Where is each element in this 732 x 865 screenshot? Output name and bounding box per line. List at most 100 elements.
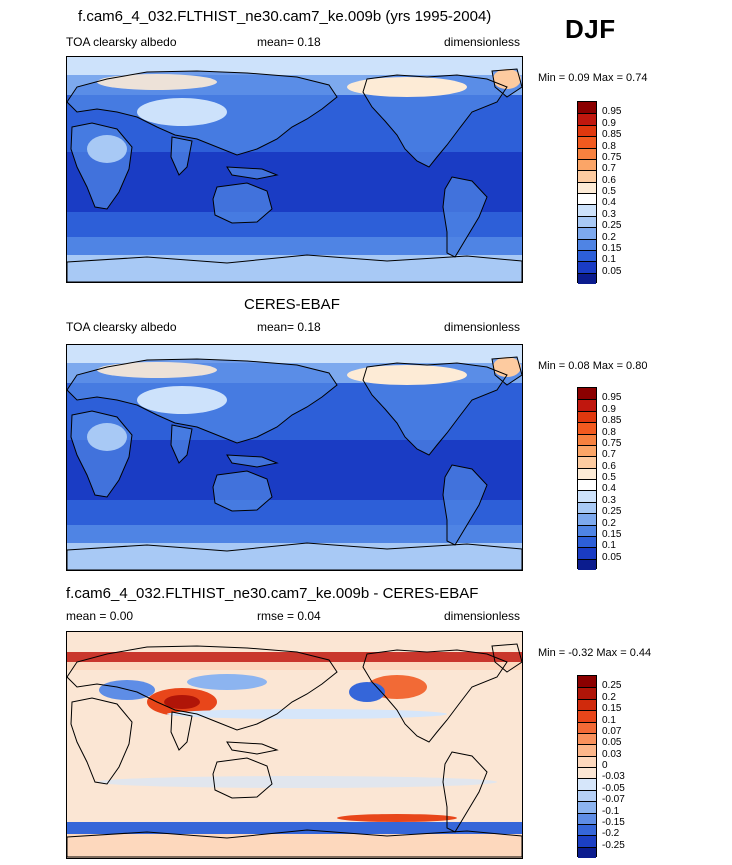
colorbar-swatch <box>578 778 596 790</box>
colorbar-tick-label: -0.05 <box>602 782 625 794</box>
colorbar-tick-label: 0.25 <box>602 506 622 518</box>
colorbar-tick-label: 0.7 <box>602 163 616 175</box>
colorbar-swatch <box>578 399 596 411</box>
colorbar-swatch <box>578 227 596 239</box>
colorbar-swatch <box>578 698 596 711</box>
colorbar-tick-label: -0.15 <box>602 816 625 828</box>
variable-label: TOA clearsky albedo <box>66 35 177 49</box>
colorbar-swatch <box>578 238 596 250</box>
colorbar-swatch <box>578 388 596 400</box>
colorbar-tick-label: 0.15 <box>602 528 622 540</box>
colorbar-tick-label: 0.95 <box>602 392 622 404</box>
colorbar <box>577 675 597 858</box>
difference-map <box>66 631 523 859</box>
colorbar-swatch <box>578 261 596 273</box>
colorbar-tick-label: 0.1 <box>602 254 616 266</box>
colorbar-swatch <box>578 490 596 502</box>
colorbar-tick-label: 0.9 <box>602 403 616 415</box>
colorbar-tick-label: 0.2 <box>602 517 616 529</box>
colorbar-swatch <box>578 687 596 699</box>
min-max-label: Min = 0.09 Max = 0.74 <box>538 72 648 84</box>
units-label: dimensionless <box>444 35 521 49</box>
colorbar-swatch <box>578 422 596 434</box>
colorbar-tick-label: 0.95 <box>602 106 622 118</box>
min-max-label: Min = -0.32 Max = 0.44 <box>538 647 652 659</box>
colorbar-tick-label: 0.05 <box>602 737 622 749</box>
colorbar-swatch <box>578 513 596 525</box>
colorbar-swatch <box>578 846 596 858</box>
colorbar-tick-label: 0.1 <box>602 714 616 726</box>
colorbar-swatch <box>578 755 596 767</box>
colorbar-swatch <box>578 158 596 171</box>
map-field <box>67 345 522 570</box>
colorbar-tick-label: 0.8 <box>602 140 616 152</box>
colorbar-swatch <box>578 410 596 423</box>
colorbar-swatch <box>578 710 596 722</box>
albedo-map <box>66 56 523 283</box>
colorbar-swatch <box>578 767 596 779</box>
colorbar-tick-label: 0.2 <box>602 691 616 703</box>
colorbar-tick-label: 0.75 <box>602 151 622 163</box>
colorbar-swatch <box>578 524 596 536</box>
colorbar-swatch <box>578 535 596 548</box>
colorbar-swatch <box>578 102 596 114</box>
colorbar-swatch <box>578 170 596 182</box>
colorbar-tick-label: 0.25 <box>602 680 622 692</box>
colorbar <box>577 101 597 284</box>
variable-label: TOA clearsky albedo <box>66 320 177 334</box>
colorbar-tick-label: 0.15 <box>602 703 622 715</box>
colorbar-swatch <box>578 215 596 228</box>
colorbar-swatch <box>578 721 596 733</box>
colorbar-swatch <box>578 812 596 824</box>
colorbar-tick-label: 0.2 <box>602 231 616 243</box>
colorbar-tick-label: 0.8 <box>602 426 616 438</box>
colorbar-swatch <box>578 433 596 445</box>
colorbar-swatch <box>578 249 596 262</box>
colorbar-tick-label: 0.05 <box>602 265 622 277</box>
colorbar-tick-label: 0 <box>602 760 608 771</box>
colorbar-tick-label: 0.7 <box>602 449 616 461</box>
colorbar-tick-label: 0.9 <box>602 117 616 129</box>
colorbar-tick-label: 0.07 <box>602 725 622 737</box>
colorbar-tick-label: 0.4 <box>602 483 616 495</box>
colorbar-swatch <box>578 467 596 479</box>
coastlines <box>67 356 522 570</box>
colorbar-swatch <box>578 193 596 205</box>
map-field <box>67 632 522 858</box>
colorbar-tick-label: 0.05 <box>602 551 622 563</box>
panel-title: f.cam6_4_032.FLTHIST_ne30.cam7_ke.009b -… <box>66 585 479 602</box>
coastlines <box>67 68 522 282</box>
colorbar-tick-label: -0.2 <box>602 828 620 840</box>
mean-label: mean= 0.18 <box>257 320 321 334</box>
albedo-map <box>66 344 523 571</box>
colorbar-swatch <box>578 204 596 216</box>
panel-title: f.cam6_4_032.FLTHIST_ne30.cam7_ke.009b (… <box>78 8 492 25</box>
colorbar-tick-label: 0.15 <box>602 242 622 254</box>
panel-title: CERES-EBAF <box>244 296 340 313</box>
colorbar-tick-label: -0.1 <box>602 805 620 817</box>
colorbar-tick-label: 0.75 <box>602 437 622 449</box>
colorbar-swatch <box>578 835 596 847</box>
colorbar-tick-label: -0.07 <box>602 794 625 806</box>
colorbar-swatch <box>578 789 596 802</box>
colorbar-tick-label: 0.6 <box>602 460 616 472</box>
colorbar-swatch <box>578 456 596 468</box>
units-label: dimensionless <box>444 320 521 334</box>
colorbar-tick-label: 0.85 <box>602 415 622 427</box>
colorbar-tick-label: 0.03 <box>602 748 622 760</box>
colorbar-tick-label: -0.03 <box>602 771 625 783</box>
colorbar-swatch <box>578 181 596 193</box>
colorbar-swatch <box>578 801 596 813</box>
colorbar-swatch <box>578 479 596 491</box>
colorbar-tick-label: 0.5 <box>602 472 616 483</box>
colorbar-tick-label: 0.4 <box>602 197 616 209</box>
mean-label: mean= 0.18 <box>257 35 321 49</box>
colorbar-swatch <box>578 744 596 756</box>
colorbar-tick-label: 0.6 <box>602 174 616 186</box>
colorbar-tick-label: 0.1 <box>602 540 616 552</box>
colorbar-tick-label: -0.25 <box>602 839 625 851</box>
colorbar-swatch <box>578 676 596 688</box>
colorbar-swatch <box>578 558 596 570</box>
colorbar-tick-label: 0.5 <box>602 186 616 197</box>
rmse-label: rmse = 0.04 <box>257 609 321 623</box>
